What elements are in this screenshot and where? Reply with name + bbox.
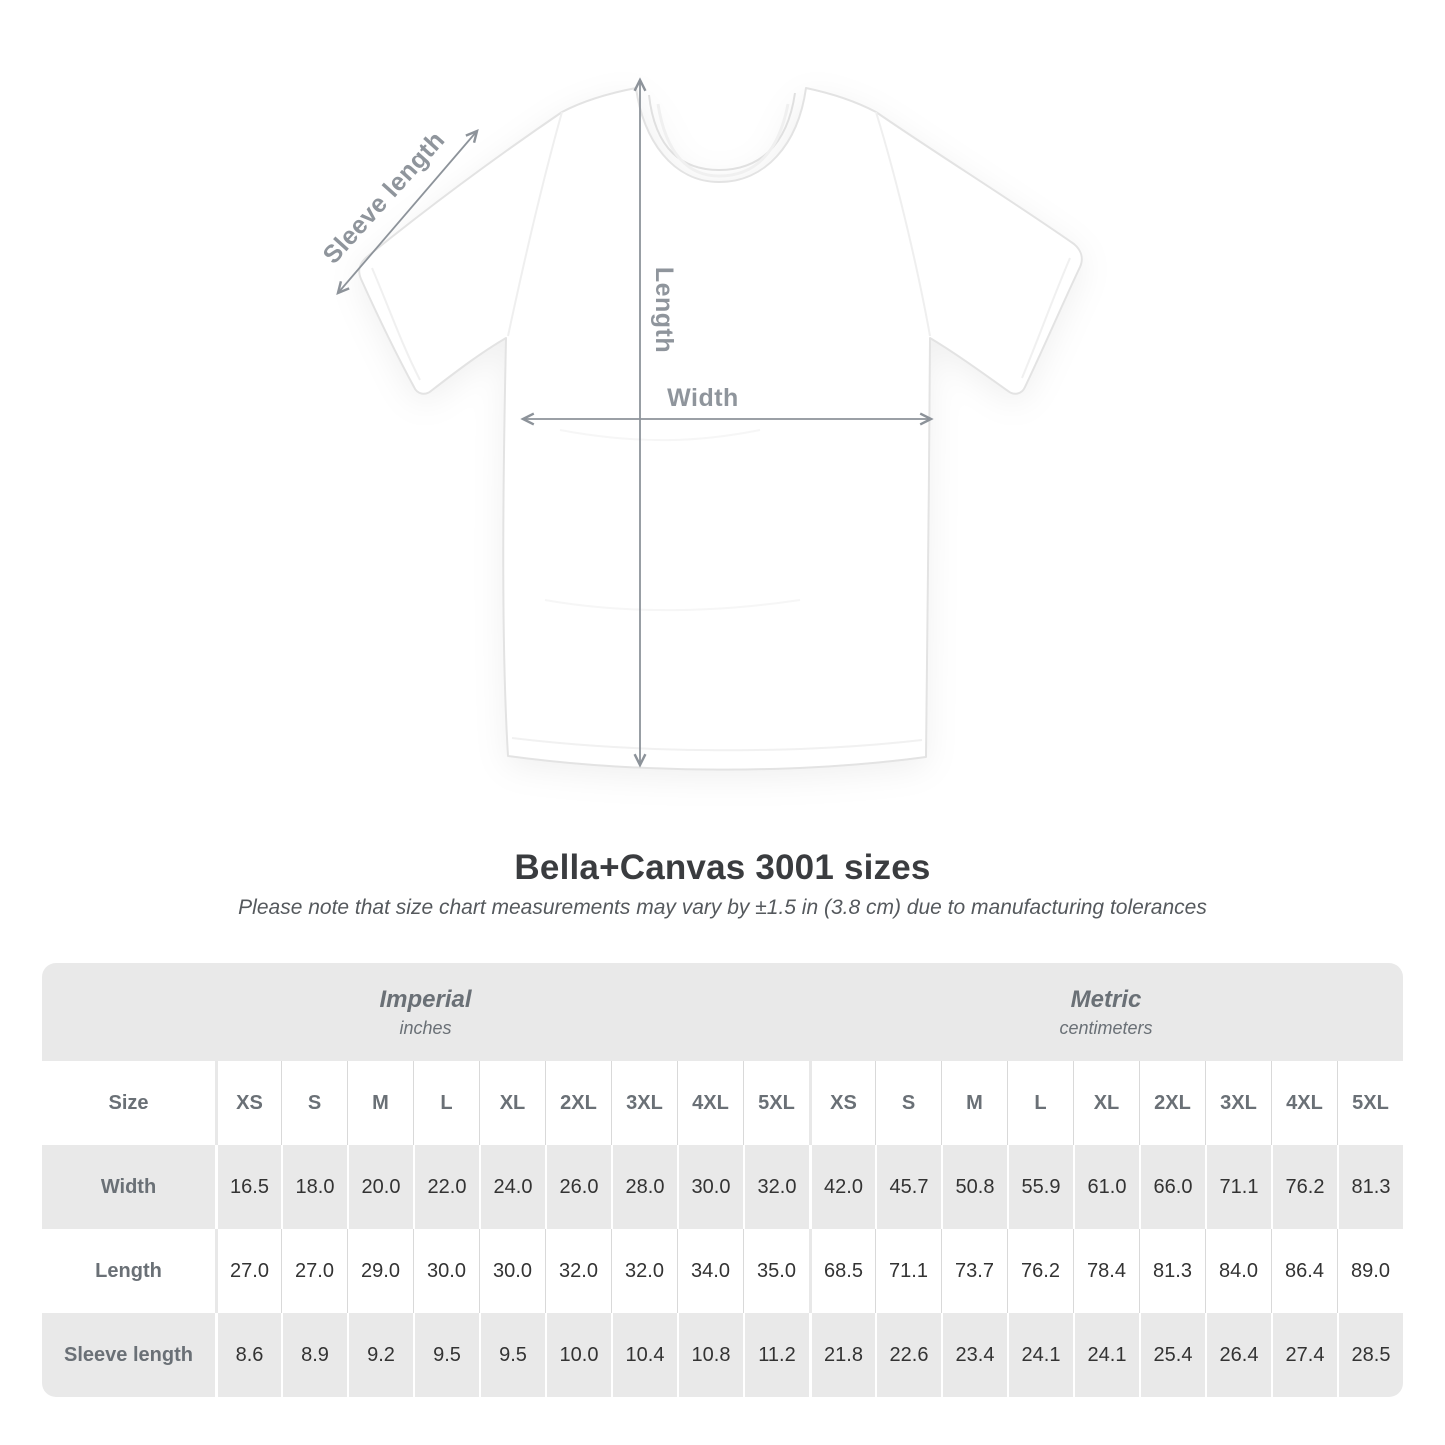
value-cell: 89.0 — [1337, 1229, 1403, 1313]
value-cell: 28.5 — [1337, 1313, 1403, 1397]
value-cell: 9.5 — [413, 1313, 479, 1397]
page-title: Bella+Canvas 3001 sizes — [514, 848, 931, 887]
value-cell: 26.0 — [545, 1145, 611, 1229]
value-cell: 42.0 — [809, 1145, 875, 1229]
length-label: Length — [650, 267, 678, 353]
value-cell: 11.2 — [743, 1313, 809, 1397]
value-cell: 71.1 — [1205, 1145, 1271, 1229]
value-cell: 27.0 — [215, 1229, 281, 1313]
value-cell: 24.1 — [1073, 1313, 1139, 1397]
imperial-section-header: Imperial inches — [42, 963, 809, 1061]
value-cell: 32.0 — [611, 1229, 677, 1313]
size-col-header: 2XL — [1139, 1061, 1205, 1145]
size-col-header: 3XL — [611, 1061, 677, 1145]
data-row-length: Length 27.0 27.0 29.0 30.0 30.0 32.0 32.0 34.0 35… — [42, 1229, 1403, 1313]
value-cell: 25.4 — [1139, 1313, 1205, 1397]
value-cell: 10.0 — [545, 1313, 611, 1397]
size-table: Imperial inches Metric centimeters Size X… — [42, 963, 1403, 1397]
size-col-header: M — [941, 1061, 1007, 1145]
value-cell: 8.6 — [215, 1313, 281, 1397]
value-cell: 32.0 — [743, 1145, 809, 1229]
value-cell: 81.3 — [1139, 1229, 1205, 1313]
value-cell: 28.0 — [611, 1145, 677, 1229]
value-cell: 30.0 — [479, 1229, 545, 1313]
size-col-header: XS — [215, 1061, 281, 1145]
value-cell: 30.0 — [677, 1145, 743, 1229]
value-cell: 10.4 — [611, 1313, 677, 1397]
measurement-arrows — [336, 77, 934, 768]
value-cell: 78.4 — [1073, 1229, 1139, 1313]
data-row-sleeve-length: Sleeve length 8.6 8.9 9.2 9.5 9.5 10.0 10.4 10.8… — [42, 1313, 1403, 1397]
value-cell: 9.5 — [479, 1313, 545, 1397]
size-col-header: L — [1007, 1061, 1073, 1145]
value-cell: 55.9 — [1007, 1145, 1073, 1229]
value-cell: 32.0 — [545, 1229, 611, 1313]
size-col-header: L — [413, 1061, 479, 1145]
value-cell: 30.0 — [413, 1229, 479, 1313]
imperial-label: Imperial — [379, 985, 472, 1013]
size-col-header: 3XL — [1205, 1061, 1271, 1145]
value-cell: 81.3 — [1337, 1145, 1403, 1229]
value-cell: 24.0 — [479, 1145, 545, 1229]
value-cell: 20.0 — [347, 1145, 413, 1229]
value-cell: 84.0 — [1205, 1229, 1271, 1313]
value-cell: 34.0 — [677, 1229, 743, 1313]
value-cell: 23.4 — [941, 1313, 1007, 1397]
row-label: Sleeve length — [64, 1343, 193, 1366]
value-cell: 68.5 — [809, 1229, 875, 1313]
size-col-header: S — [281, 1061, 347, 1145]
value-cell: 61.0 — [1073, 1145, 1139, 1229]
size-col-header: 5XL — [1337, 1061, 1403, 1145]
value-cell: 45.7 — [875, 1145, 941, 1229]
size-col-header: XL — [479, 1061, 545, 1145]
size-col-header: 4XL — [1271, 1061, 1337, 1145]
value-cell: 10.8 — [677, 1313, 743, 1397]
size-col-header: XL — [1073, 1061, 1139, 1145]
data-row-width: Width 16.5 18.0 20.0 22.0 24.0 26.0 28.0 30.0 32.… — [42, 1145, 1403, 1229]
value-cell: 16.5 — [215, 1145, 281, 1229]
table-header-band: Imperial inches Metric centimeters — [42, 963, 1403, 1061]
value-cell: 76.2 — [1271, 1145, 1337, 1229]
row-label: Length — [95, 1259, 162, 1282]
size-row-label: Size — [108, 1091, 149, 1114]
page-subtitle: Please note that size chart measurements… — [238, 896, 1207, 919]
metric-label: Metric — [1070, 985, 1142, 1013]
value-cell: 24.1 — [1007, 1313, 1073, 1397]
size-col-header: 5XL — [743, 1061, 809, 1145]
width-label: Width — [667, 384, 739, 412]
size-table-rows: Size XS S M L XL 2XL 3XL 4XL 5XL XS S M L XL 2XL 3XL 4XL 5… — [42, 1061, 1403, 1397]
value-cell: 18.0 — [281, 1145, 347, 1229]
metric-section-header: Metric centimeters — [809, 963, 1403, 1061]
value-cell: 66.0 — [1139, 1145, 1205, 1229]
size-col-header: 2XL — [545, 1061, 611, 1145]
value-cell: 22.6 — [875, 1313, 941, 1397]
value-cell: 29.0 — [347, 1229, 413, 1313]
value-cell: 86.4 — [1271, 1229, 1337, 1313]
value-cell: 22.0 — [413, 1145, 479, 1229]
value-cell: 71.1 — [875, 1229, 941, 1313]
value-cell: 27.0 — [281, 1229, 347, 1313]
size-col-header: M — [347, 1061, 413, 1145]
value-cell: 50.8 — [941, 1145, 1007, 1229]
value-cell: 73.7 — [941, 1229, 1007, 1313]
value-cell: 21.8 — [809, 1313, 875, 1397]
size-col-header: S — [875, 1061, 941, 1145]
value-cell: 9.2 — [347, 1313, 413, 1397]
value-cell: 27.4 — [1271, 1313, 1337, 1397]
size-header-row: Size XS S M L XL 2XL 3XL 4XL 5XL XS S M L XL 2XL 3XL 4XL 5… — [42, 1061, 1403, 1145]
metric-unit-label: centimeters — [1059, 1017, 1153, 1038]
sleeve-length-arrow — [336, 128, 479, 296]
imperial-unit-label: inches — [399, 1017, 452, 1038]
value-cell: 35.0 — [743, 1229, 809, 1313]
tshirt-illustration — [358, 87, 1083, 771]
value-cell: 26.4 — [1205, 1313, 1271, 1397]
value-cell: 76.2 — [1007, 1229, 1073, 1313]
row-label: Width — [100, 1175, 157, 1198]
value-cell: 8.9 — [281, 1313, 347, 1397]
size-col-header: 4XL — [677, 1061, 743, 1145]
size-col-header: XS — [809, 1061, 875, 1145]
tshirt-diagram: Width Length Sleeve length — [318, 77, 1083, 771]
